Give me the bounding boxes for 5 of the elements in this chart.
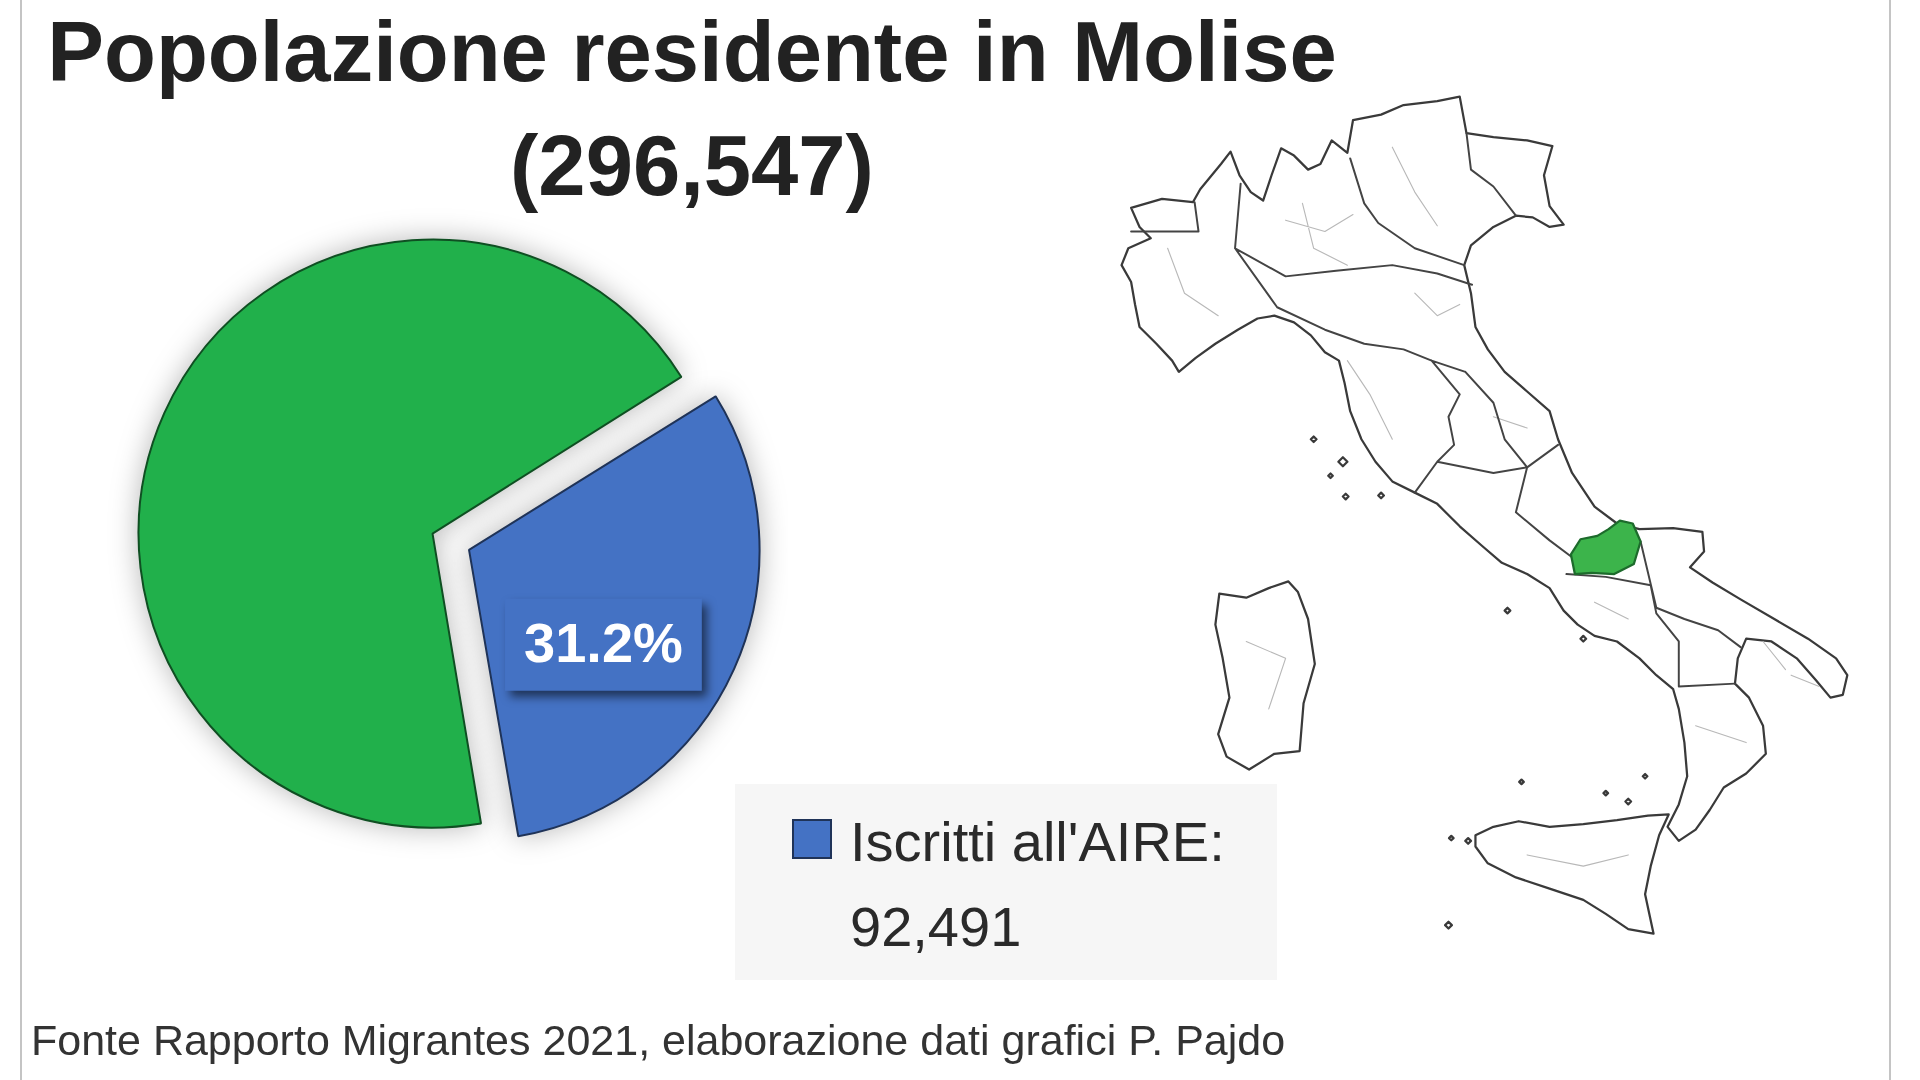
chart-subtitle: (296,547) bbox=[509, 118, 875, 213]
source-note: Fonte Rapporto Migrantes 2021, elaborazione dati grafici P. Pajdo bbox=[31, 1016, 1286, 1064]
chart-title: Popolazione residente in Molise bbox=[46, 4, 1338, 99]
data-label: 31.2% bbox=[524, 611, 683, 675]
legend-label: Iscritti all'AIRE: 92,491 bbox=[850, 809, 1226, 960]
